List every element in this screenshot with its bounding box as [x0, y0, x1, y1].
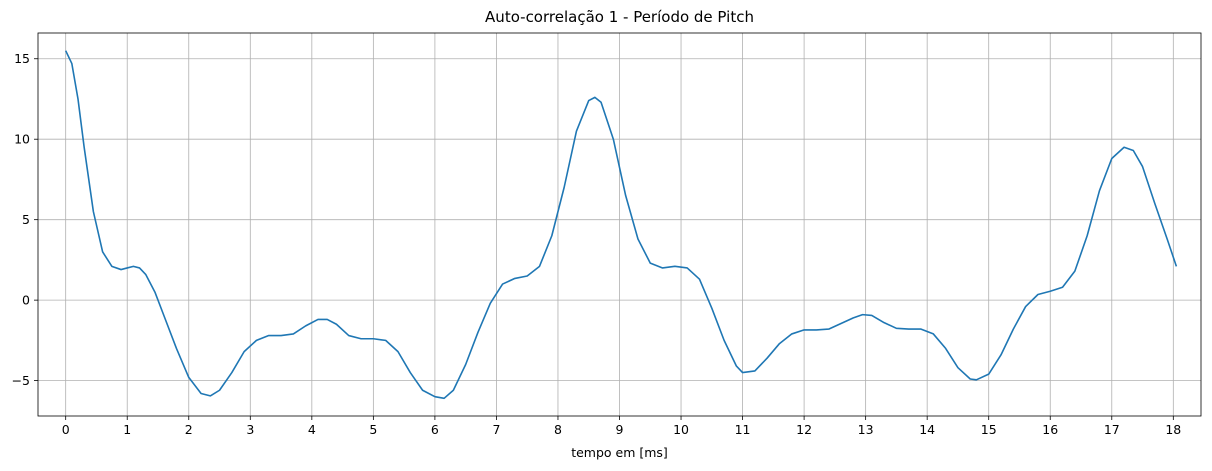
x-tick-label: 4 [308, 422, 316, 437]
x-tick-label: 2 [185, 422, 193, 437]
x-tick-label: 18 [1165, 422, 1181, 437]
y-tick-label: −5 [12, 373, 30, 388]
x-tick-label: 15 [981, 422, 997, 437]
x-tick-label: 7 [492, 422, 500, 437]
x-tick-label: 14 [919, 422, 935, 437]
x-tick-label: 12 [796, 422, 812, 437]
chart-title: Auto-correlação 1 - Período de Pitch [485, 8, 754, 26]
x-tick-label: 9 [616, 422, 624, 437]
y-tick-label: 5 [22, 212, 30, 227]
x-axis-label: tempo em [ms] [571, 445, 668, 460]
x-tick-label: 3 [246, 422, 254, 437]
x-tick-label: 6 [431, 422, 439, 437]
y-tick-label: 15 [14, 51, 30, 66]
x-tick-label: 1 [123, 422, 131, 437]
x-tick-label: 16 [1042, 422, 1058, 437]
x-tick-label: 8 [554, 422, 562, 437]
x-tick-label: 0 [62, 422, 70, 437]
x-tick-label: 11 [735, 422, 751, 437]
x-tick-label: 5 [369, 422, 377, 437]
x-tick-label: 13 [858, 422, 874, 437]
series-line [64, 50, 1178, 400]
x-tick-label: 10 [673, 422, 689, 437]
y-tick-label: 0 [22, 293, 30, 308]
x-tick-label: 17 [1104, 422, 1120, 437]
y-tick-label: 10 [14, 132, 30, 147]
